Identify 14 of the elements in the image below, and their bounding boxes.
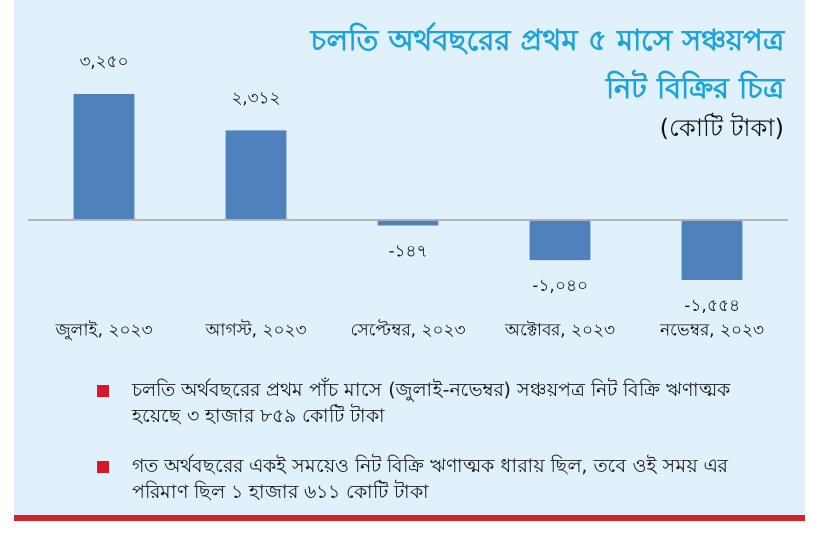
data-label: -১,৫৫৪ [684, 296, 740, 316]
data-label: ২,৩১২ [231, 88, 281, 108]
text: (কোটি টাকা) [660, 112, 784, 144]
x-tick-label: নভেম্বর, ২০২৩ [659, 320, 764, 340]
x-tick-label: জুলাই, ২০২৩ [54, 320, 152, 340]
data-label: -১,০৪০ [532, 276, 588, 296]
data-label: ৩,২৫০ [79, 52, 129, 72]
x-tick-label: অক্টোবর, ২০২৩ [504, 320, 615, 340]
chart-title: চলতি অর্থবছরের প্রথম ৫ মাসে সঞ্চয়পত্র নিট বিক্রির চিত্র [308, 21, 784, 107]
text: চলতি অর্থবছরের প্রথম পাঁচ মাসে (জুলাই-নভেম্বর) সঞ্চয়পত্র নিট বিক্রি ঋণাত্মক হয়েছে ৩ হাজার ৮৫৯ কোটি টাকা [132, 379, 730, 427]
text: গত অর্থবছরের একই সময়েও নিট বিক্রি ঋণাত্মক ধারায় ছিল, তবে ওই সময় এর পরিমাণ ছিল ১ হাজার ৬১১ কোটি টাকা [132, 455, 728, 503]
x-tick-label: আগস্ট, ২০২৩ [204, 320, 306, 340]
data-label: -১৪৭ [388, 242, 428, 262]
x-tick-label: সেপ্টেম্বর, ২০২৩ [350, 320, 466, 340]
